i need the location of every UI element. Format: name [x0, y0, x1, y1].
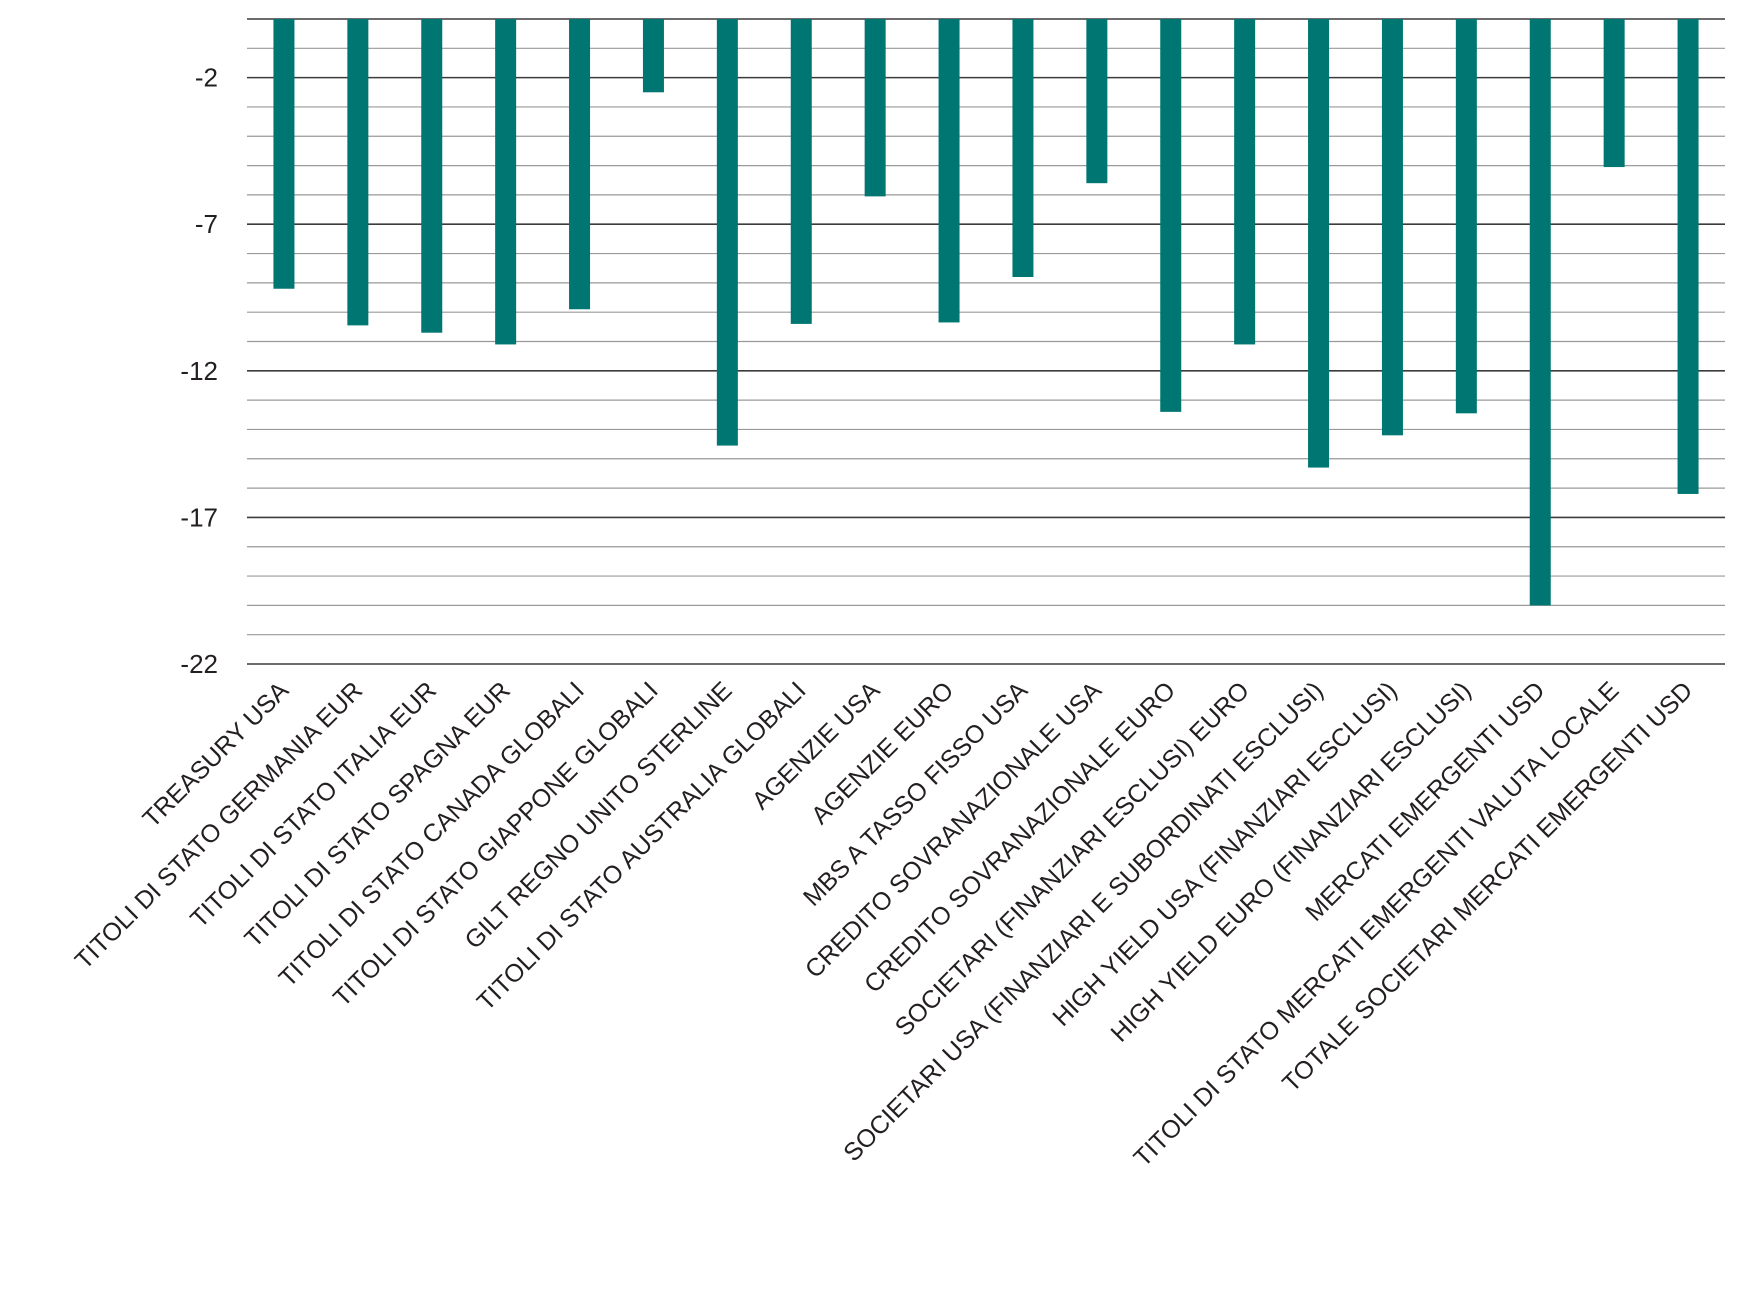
y-tick-label: -2 [195, 63, 218, 93]
bar [421, 19, 443, 333]
bar [1012, 19, 1034, 277]
bar [938, 19, 960, 323]
bar [1455, 19, 1477, 414]
x-tick-label: HIGH YIELD USA (FINANZIARI ESCLUSI) [1047, 676, 1402, 1031]
bar [642, 19, 664, 93]
bar [1677, 19, 1699, 494]
x-tick-label: GILT REGNO UNITO STERLINE [459, 676, 737, 954]
bar [790, 19, 812, 324]
bar [569, 19, 591, 310]
y-tick-label: -7 [195, 209, 218, 239]
gridlines [247, 18, 1725, 665]
y-tick-label: -17 [180, 502, 218, 532]
bar [1160, 19, 1182, 412]
bars [273, 19, 1699, 606]
bar [1086, 19, 1108, 184]
x-tick-label: SOCIETARI USA (FINANZIARI E SUBORDINATI … [838, 676, 1329, 1167]
bar [273, 19, 295, 289]
bar [864, 19, 886, 197]
bar [1529, 19, 1551, 606]
bar [1308, 19, 1330, 468]
bar [347, 19, 369, 326]
bar [1381, 19, 1403, 436]
bar [1234, 19, 1256, 345]
y-axis-tick-labels: -2 -7 -12 -17 -22 [180, 63, 218, 679]
bar [716, 19, 738, 446]
y-tick-label: -12 [180, 356, 218, 386]
bar [495, 19, 517, 345]
x-tick-label: TITOLI DI STATO SPAGNA EUR [239, 676, 516, 953]
bar [1603, 19, 1625, 168]
x-tick-label: TITOLI DI STATO MERCATI EMERGENTI VALUTA… [1129, 676, 1625, 1172]
y-tick-label: -22 [180, 649, 218, 679]
x-tick-label: AGENZIE USA [747, 676, 886, 815]
